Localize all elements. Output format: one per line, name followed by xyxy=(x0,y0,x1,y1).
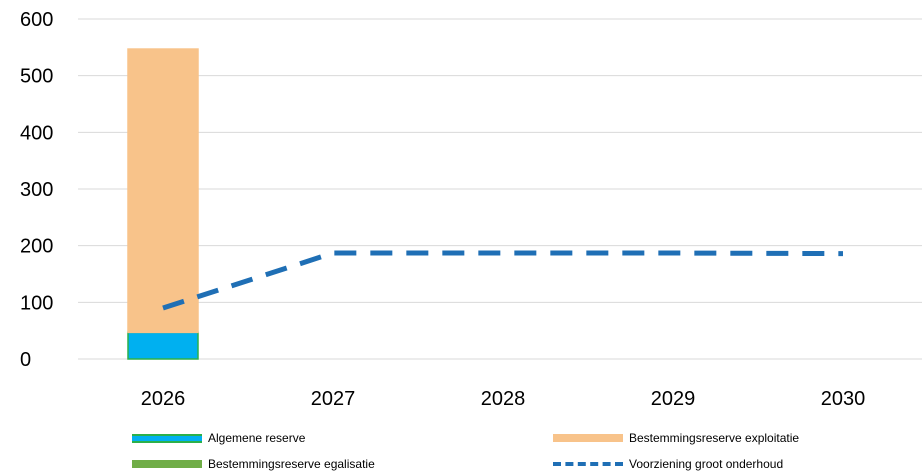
y-tick-label: 200 xyxy=(20,236,53,258)
x-tick-label: 2030 xyxy=(821,388,866,410)
line-series xyxy=(162,250,844,311)
bars xyxy=(127,48,199,360)
y-tick-label: 400 xyxy=(20,122,53,144)
x-tick-label: 2026 xyxy=(141,388,186,410)
y-tick-label: 100 xyxy=(20,292,53,314)
bar-segment xyxy=(127,331,199,360)
x-tick-label: 2027 xyxy=(311,388,356,410)
x-axis-tick-labels: 2026 2027 2028 2029 2030 xyxy=(141,388,866,410)
gridlines xyxy=(78,18,922,360)
x-tick-label: 2028 xyxy=(481,388,526,410)
line-voorziening-groot-onderhoud xyxy=(162,250,844,311)
y-axis-tick-labels: 0 100 200 300 400 500 600 xyxy=(20,9,53,371)
y-tick-label: 500 xyxy=(20,66,53,88)
bar-segment xyxy=(127,48,199,334)
x-tick-label: 2029 xyxy=(651,388,696,410)
y-tick-label: 300 xyxy=(20,179,53,201)
y-tick-label: 600 xyxy=(20,9,53,31)
y-tick-label: 0 xyxy=(20,349,31,371)
